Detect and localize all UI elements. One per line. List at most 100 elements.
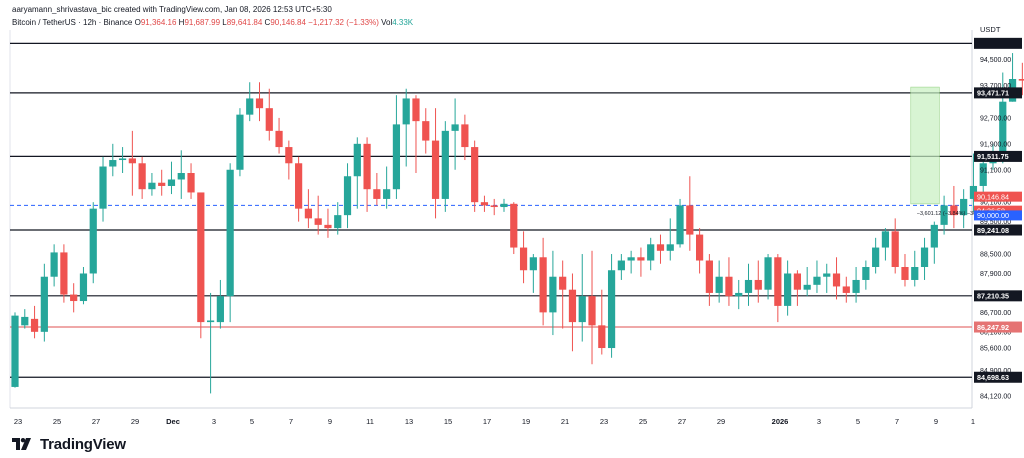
candle (480, 195, 489, 212)
candle-body (979, 163, 987, 186)
x-tick-label: 11 (366, 417, 374, 426)
high-label: H (178, 18, 185, 27)
candle-body (705, 260, 713, 293)
y-tick-label: 92,700.00 (980, 115, 1011, 122)
candle-body (510, 203, 518, 248)
candle (803, 267, 811, 297)
candle-body (627, 257, 635, 261)
candle (715, 260, 723, 303)
candle-body (471, 147, 479, 203)
candle-body (314, 218, 322, 225)
candle-body (647, 244, 655, 261)
candle (89, 202, 97, 284)
candle-body (793, 273, 801, 290)
x-tick-label: 7 (289, 417, 293, 426)
candle-body (891, 231, 899, 267)
candle-body (715, 276, 723, 293)
x-tick-label: 3 (212, 417, 216, 426)
x-tick-label: 25 (639, 417, 647, 426)
candle (969, 153, 978, 212)
candle-body (216, 296, 224, 323)
x-tick-label: 9 (328, 417, 332, 426)
candle-body (842, 286, 850, 293)
candle (813, 260, 821, 293)
candle-body (607, 270, 616, 349)
candle (725, 257, 733, 306)
candle (862, 260, 870, 290)
candle (118, 147, 127, 173)
candle (304, 189, 312, 229)
candle (754, 260, 762, 303)
candle (607, 254, 616, 358)
candle (764, 254, 772, 300)
volume-label: Vol (381, 18, 393, 27)
y-tick-label: 86,100.00 (980, 329, 1011, 336)
candle-body (431, 140, 440, 199)
candle (656, 234, 665, 264)
candle (295, 156, 303, 222)
candle-body (617, 260, 625, 271)
price-level-tag (974, 371, 1022, 383)
candle-body (588, 296, 596, 326)
candle (109, 143, 117, 177)
price-level-tag (974, 224, 1022, 236)
candle-body (285, 147, 293, 164)
candle (920, 237, 929, 280)
candle (265, 88, 273, 141)
x-tick-label: 23 (600, 417, 608, 426)
candle (940, 195, 948, 235)
candle-body (226, 169, 234, 297)
low-label: L (222, 18, 227, 27)
candle-body (177, 173, 185, 180)
candle (774, 254, 782, 323)
candle-body (500, 203, 508, 208)
candle-body (754, 279, 762, 290)
close-label: C (264, 18, 271, 27)
candle-body (50, 252, 58, 277)
candle-body (960, 198, 968, 216)
candle-body (11, 315, 19, 387)
x-tick-label: 9 (934, 417, 938, 426)
candle (686, 176, 694, 251)
candle (275, 117, 283, 154)
x-tick-label: 2026 (772, 417, 789, 426)
candle-body (744, 279, 753, 293)
x-tick-label: 3 (817, 417, 821, 426)
candle-body (578, 296, 586, 323)
candle (676, 198, 684, 248)
candle-body (138, 163, 146, 190)
candle-body (422, 121, 430, 141)
y-tick-label: 91,900.00 (980, 141, 1011, 148)
candle (21, 309, 29, 329)
candle (510, 202, 518, 255)
candle-body (79, 273, 88, 302)
tradingview-logo[interactable]: TradingView (12, 434, 126, 454)
candle (881, 228, 890, 261)
candle (539, 237, 547, 326)
candle (960, 189, 968, 229)
candle (343, 163, 352, 229)
tradingview-logo-icon (12, 438, 31, 450)
candle-body (559, 276, 567, 290)
candle (334, 202, 342, 235)
candle (735, 279, 743, 310)
candle (598, 289, 606, 355)
candle (392, 95, 401, 199)
high-value: 91,687.99 (184, 18, 221, 27)
price-level-tag-label: 89,241.08 (977, 226, 1009, 235)
candle (1018, 62, 1024, 96)
candle (519, 231, 528, 284)
candle (60, 244, 68, 303)
symbol-label[interactable]: Bitcoin / TetherUS · 12h · Binance (12, 18, 133, 27)
candle (627, 250, 635, 274)
candle-body (764, 257, 772, 290)
candle (177, 150, 185, 199)
price-level-tag (974, 87, 1022, 99)
x-tick-label: 29 (131, 417, 139, 426)
candle-body (363, 143, 371, 190)
candle-body (999, 101, 1007, 157)
price-level-tag-label: 87,210.35 (977, 292, 1009, 301)
y-tick-label: 93,700.00 (980, 83, 1011, 90)
x-tick-label: Dec (166, 417, 180, 426)
